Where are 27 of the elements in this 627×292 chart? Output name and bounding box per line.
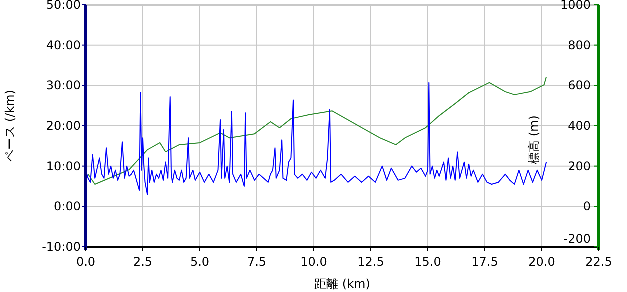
x-axis-title: 距離 (km) bbox=[314, 277, 370, 291]
x-tick-label: 22.5 bbox=[586, 255, 612, 269]
y2-tick-label: 1000 bbox=[560, 0, 591, 12]
x-tick-label: 10.0 bbox=[300, 255, 328, 269]
y2-tick-label: 600 bbox=[568, 78, 591, 93]
y2-axis-title: 標高 (m) bbox=[527, 116, 541, 164]
y2-tick-label: -200 bbox=[564, 232, 591, 246]
y-tick-label: 0:00 bbox=[54, 200, 81, 214]
y-tick-label: 20:00 bbox=[46, 119, 81, 133]
x-tick-label: 0.0 bbox=[76, 255, 96, 269]
y-axis-title: ペース (/km) bbox=[3, 90, 17, 162]
x-tick-label: 2.5 bbox=[133, 255, 153, 269]
x-tick-label: 17.5 bbox=[472, 255, 498, 269]
x-tick-label: 5.0 bbox=[190, 255, 210, 269]
x-tick-label: 15.0 bbox=[414, 255, 442, 269]
x-tick-label: 7.5 bbox=[247, 255, 267, 269]
y2-tick-label: 200 bbox=[568, 159, 591, 174]
y2-tick-label: 400 bbox=[568, 119, 591, 133]
y-tick-label: 50:00 bbox=[46, 0, 81, 12]
y-tick-label: 40:00 bbox=[46, 38, 81, 52]
y2-tick-label: 800 bbox=[568, 38, 591, 52]
y-tick-label: 10:00 bbox=[46, 159, 81, 174]
y-tick-label: -10:00 bbox=[42, 240, 81, 254]
x-tick-label: 20.0 bbox=[528, 255, 556, 269]
y-tick-label: 30:00 bbox=[46, 78, 81, 93]
x-tick-label: 12.5 bbox=[358, 255, 384, 269]
y2-tick-label: 0 bbox=[583, 200, 591, 214]
